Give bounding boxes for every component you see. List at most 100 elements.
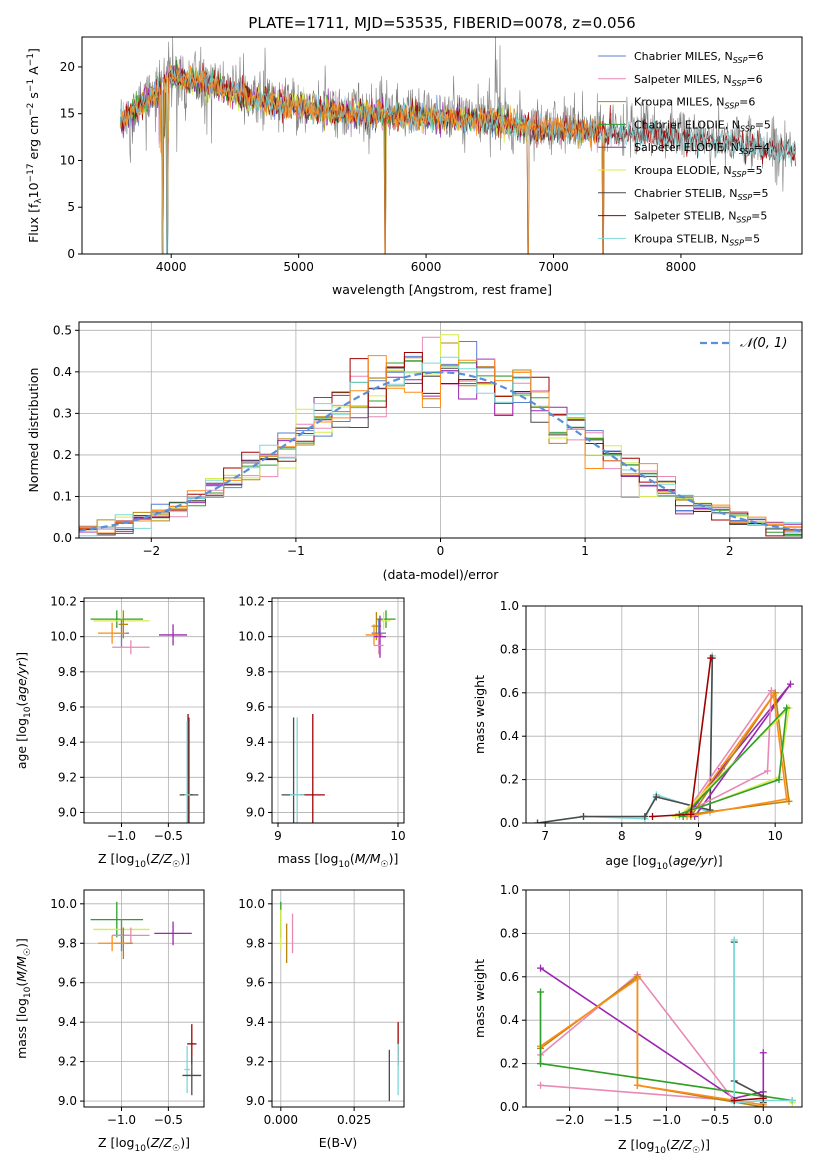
y-tick-label: 0.3 (53, 406, 72, 420)
label-subscript: λ (34, 198, 44, 204)
legend-text: =5 (744, 232, 760, 245)
label-part: Flux [f (26, 203, 41, 243)
x-tick-label: 9 (274, 829, 282, 843)
x-tick-label: −1 (287, 544, 305, 558)
y-tick-label: 9.0 (246, 805, 265, 819)
y-tick-label: 0.2 (500, 1057, 519, 1071)
data-point (118, 610, 129, 639)
model-spectrum-line (119, 64, 605, 254)
legend-text: Kroupa MILES, N (634, 96, 724, 109)
weight-lines (537, 936, 796, 1107)
x-axis-label: Z [log10(Z/Z☉)] (98, 851, 190, 870)
y-tick-label: 0.0 (53, 531, 72, 545)
y-axis-label: Normed distribution (26, 368, 41, 493)
label-part: ( (668, 853, 673, 868)
label-part: Z [log (98, 1135, 134, 1150)
spectrum-panel: 4000 5000 6000 7000 8000 0 5 10 15 20 PLATE=1711, … (26, 14, 803, 297)
y-axis-label: mass weight (472, 959, 487, 1038)
legend-entry: Kroupa ELODIE, NSSP=5 (634, 164, 763, 179)
label-subscript: ☉ (23, 948, 33, 956)
y-tick-label: 0.8 (500, 642, 519, 656)
data-point (290, 717, 305, 823)
x-axis-label: wavelength [Angstrom, rest frame] (332, 282, 552, 297)
y-tick-label: 9.6 (58, 976, 77, 990)
weight-lines (534, 652, 794, 823)
y-tick-label: 9.4 (58, 1015, 77, 1029)
x-tick-label: 9 (695, 829, 703, 843)
y-tick-label: 9.6 (58, 700, 77, 714)
x-axis-label: Z [log10(Z/Z☉)] (98, 1135, 190, 1154)
y-tick-label: 9.2 (246, 770, 265, 784)
label-part: ( (146, 1135, 151, 1150)
label-part: )] (14, 938, 29, 948)
axes-frame (525, 889, 803, 1108)
label-part: ( (146, 851, 151, 866)
x-axis-label: mass [log10(M/M☉)] (278, 851, 399, 870)
y-tick-label: 9.2 (58, 1055, 77, 1069)
y-tick-label: 5 (67, 200, 75, 214)
x-tick-label: 7000 (538, 260, 569, 274)
x-axis-label: E(B-V) (319, 1135, 358, 1150)
legend-text: =6 (739, 96, 755, 109)
legend-entry: Chabrier STELIB, NSSP=5 (634, 187, 768, 202)
label-part: ] (26, 48, 41, 53)
y-tick-label: 10.0 (50, 897, 77, 911)
y-tick-label: 10.2 (238, 595, 265, 609)
x-tick-label: 7 (541, 829, 549, 843)
label-part: mass [log (278, 851, 339, 866)
weight-series-line (679, 705, 788, 818)
axes-frame (525, 605, 803, 824)
chart-title: PLATE=1711, MJD=53535, FIBERID=0078, z=0… (248, 14, 635, 32)
y-tick-label: 0.5 (53, 323, 72, 337)
histogram-series (79, 355, 802, 534)
legend-subscript: SSP (740, 124, 755, 133)
legend-text: =5 (755, 118, 771, 131)
axes-frame (81, 36, 803, 255)
label-italic: Z/Z (150, 851, 173, 866)
x-tick-label: −1.5 (603, 1113, 632, 1127)
y-tick-label: 1.0 (500, 599, 519, 613)
label-superscript: −17 (26, 163, 36, 182)
label-subscript: 10 (134, 860, 146, 870)
data-point (159, 624, 188, 646)
legend-text: Kroupa ELODIE, N (634, 164, 732, 177)
legend-subscript: SSP (724, 102, 739, 111)
legend-entry: Kroupa STELIB, NSSP=5 (634, 232, 760, 247)
y-tick-label: 0.6 (500, 970, 519, 984)
axes-frame (271, 597, 405, 824)
y-tick-label: 9.8 (58, 936, 77, 950)
y-tick-label: 0.4 (500, 1013, 519, 1027)
x-axis-label: (data-model)/error (383, 567, 500, 582)
axes-frame (271, 889, 405, 1108)
legend-text: Salpeter STELIB, N (634, 210, 736, 223)
y-tick-label: 15 (60, 107, 75, 121)
label-part: ( (14, 982, 29, 987)
x-tick-label: −1.0 (652, 1113, 681, 1127)
x-tick-label: 10 (390, 829, 405, 843)
x-tick-label: 10 (768, 829, 783, 843)
x-tick-label: 4000 (156, 260, 187, 274)
label-part: mass [log (14, 998, 29, 1059)
label-subscript: 10 (23, 986, 33, 998)
label-subscript: 10 (654, 1146, 666, 1156)
weight-series-line (539, 973, 736, 1102)
label-part: age [log (14, 718, 29, 769)
legend-entry: Chabrier MILES, NSSP=6 (634, 50, 764, 65)
y-tick-label: 0.2 (500, 773, 519, 787)
mass-vs-ebv-panel: 0.000 0.025 9.0 9.2 9.4 9.6 9.8 10.0 E(B-V) (238, 889, 405, 1150)
label-part: age [log (605, 853, 656, 868)
legend-text: =4 (754, 141, 770, 154)
legend-subscript: SSP (732, 79, 747, 88)
y-tick-label: 0.0 (500, 1100, 519, 1114)
error-bars (281, 610, 396, 823)
x-tick-label: 0.0 (754, 1113, 773, 1127)
label-subscript: 10 (134, 1144, 146, 1154)
legend-text: Chabrier STELIB, N (634, 187, 738, 200)
mass-weight-vs-Z-panel: −2.0 −1.5 −1.0 −0.5 0.0 0.0 0.2 0.4 0.6 0.8 1.0 Z [… (472, 883, 803, 1156)
x-tick-label: 8 (618, 829, 626, 843)
weight-series-line (686, 692, 788, 818)
data-point (184, 1045, 190, 1094)
legend-subscript: SSP (732, 170, 747, 179)
label-part: ( (666, 1137, 671, 1152)
